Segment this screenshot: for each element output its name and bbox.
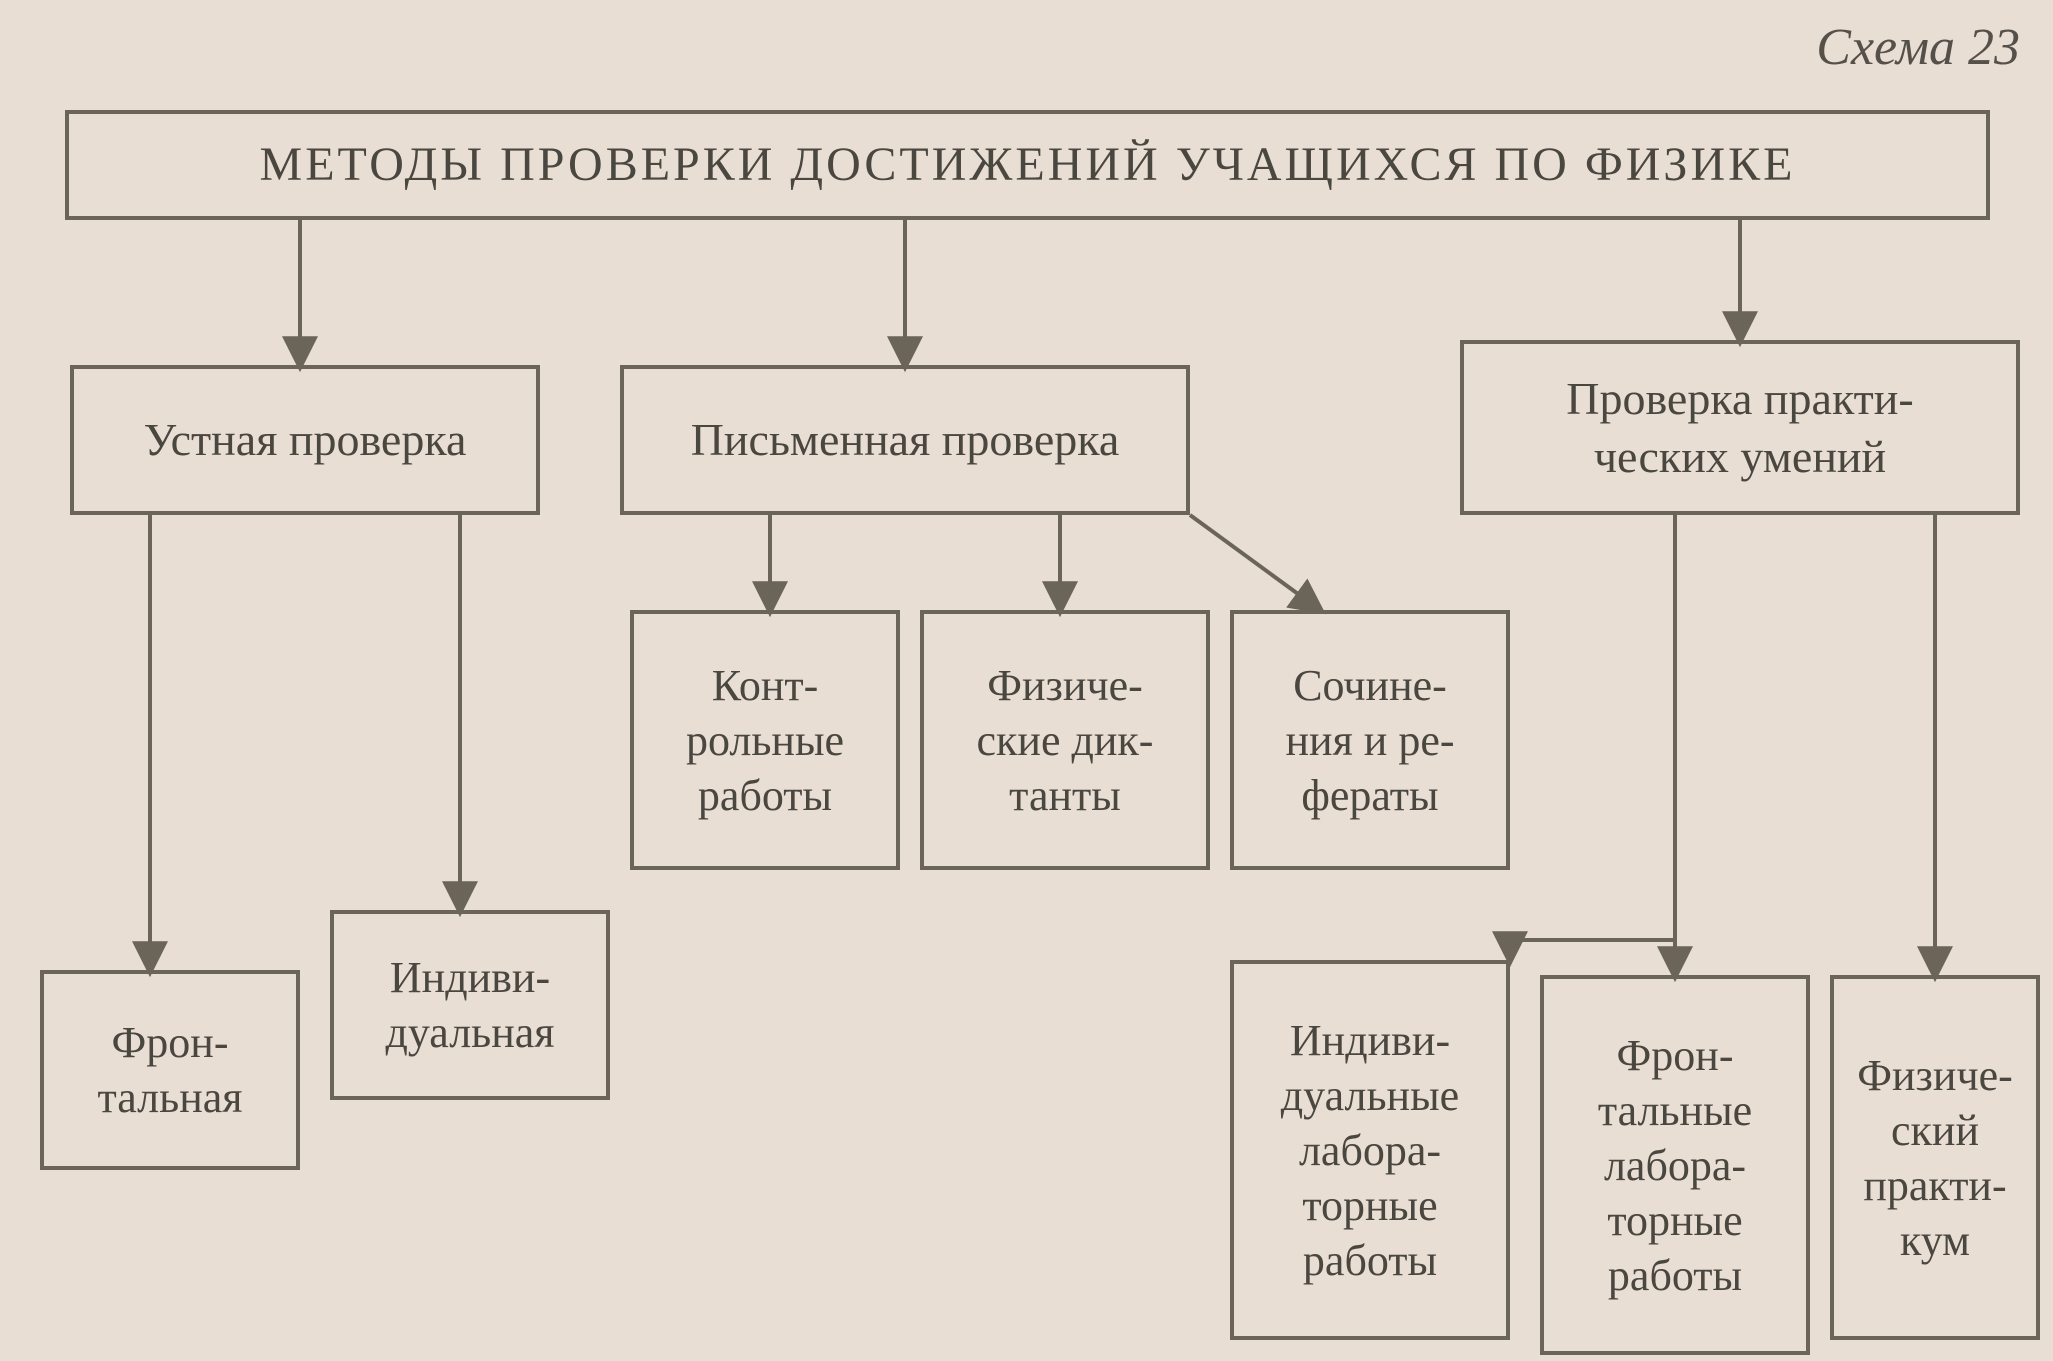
node-indiv1: Индиви-дуальная (330, 910, 610, 1100)
node-indlab: Индиви-дуальныелабора-торныеработы (1230, 960, 1510, 1340)
diagram-canvas: Схема 23 МЕТОДЫ ПРОВЕРКИ ДОСТИЖЕНИЙ УЧАЩ… (0, 0, 2053, 1361)
node-dictation: Физиче-ские дик-танты (920, 610, 1210, 870)
node-frontlab: Фрон-тальныелабора-торныеработы (1540, 975, 1810, 1355)
node-practicum: Физиче-скийпракти-кум (1830, 975, 2040, 1340)
edge (1190, 515, 1320, 610)
edge (1510, 940, 1675, 960)
node-front1: Фрон-тальная (40, 970, 300, 1170)
node-control: Конт-рольныеработы (630, 610, 900, 870)
node-practical: Проверка практи-ческих умений (1460, 340, 2020, 515)
diagram-caption: Схема 23 (1720, 18, 2020, 88)
node-written: Письменная проверка (620, 365, 1190, 515)
node-essays: Сочине-ния и ре-фераты (1230, 610, 1510, 870)
node-root: МЕТОДЫ ПРОВЕРКИ ДОСТИЖЕНИЙ УЧАЩИХСЯ ПО Ф… (65, 110, 1990, 220)
node-oral: Устная проверка (70, 365, 540, 515)
